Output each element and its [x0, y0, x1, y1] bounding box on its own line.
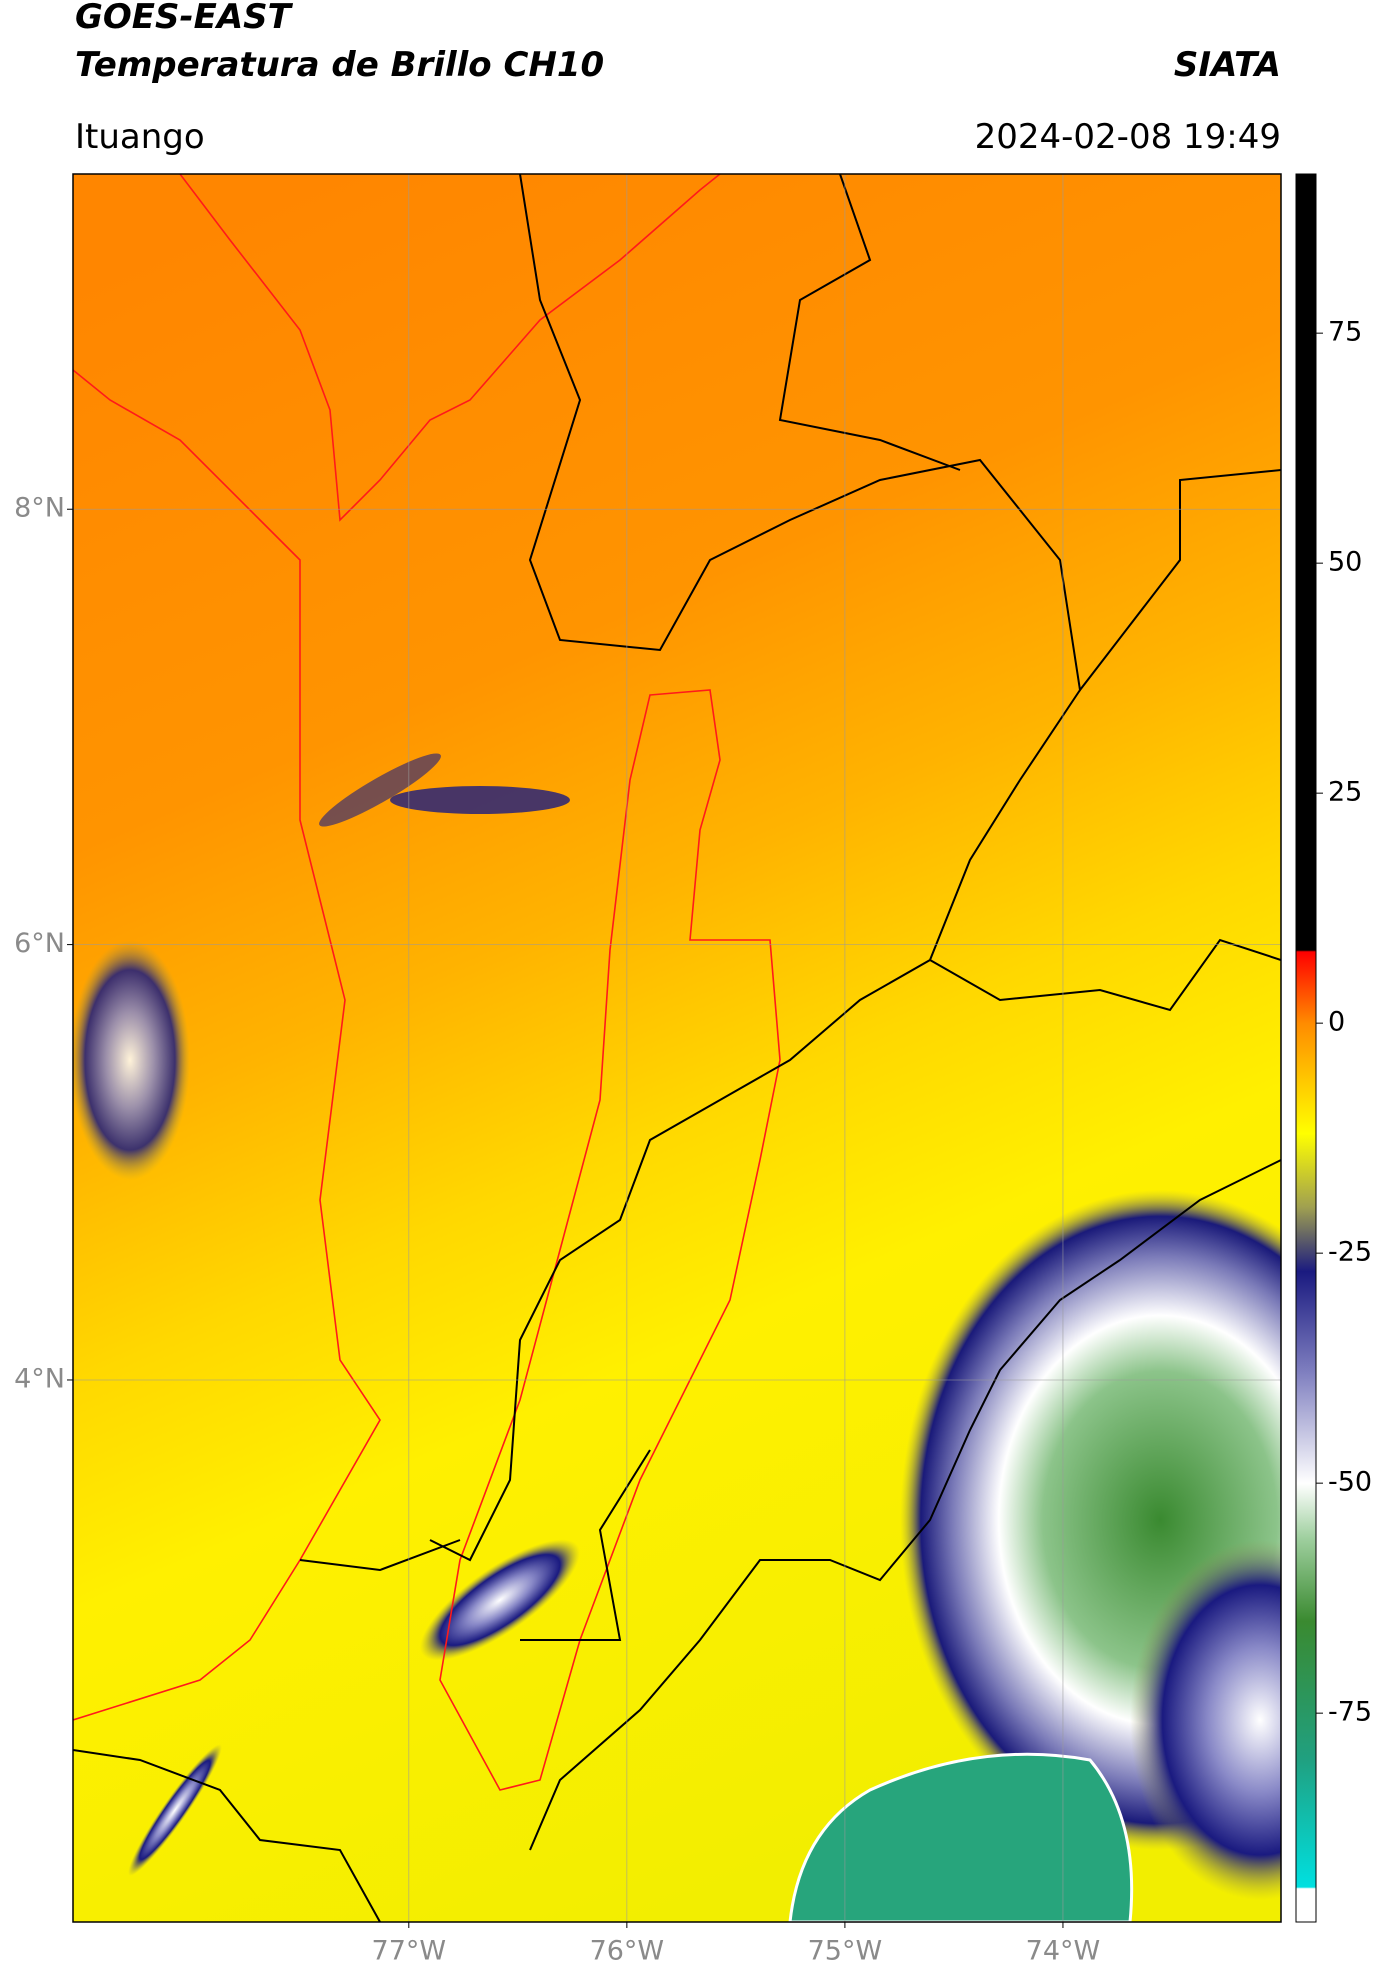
colorbar [1295, 173, 1317, 1923]
colorbar-tick-label: 25 [1328, 777, 1362, 808]
department-border [73, 1539, 461, 1922]
coastline [73, 369, 381, 1721]
source: SIATA [1174, 45, 1281, 85]
location: Ituango [75, 117, 205, 157]
map-frame [72, 173, 1282, 1923]
department-border [778, 174, 961, 471]
colorbar-tick-label: -75 [1328, 1697, 1372, 1728]
cloud-cell [420, 1539, 580, 1661]
cold-top [788, 1752, 1134, 1922]
map [73, 174, 1281, 1922]
title: GOES-EAST [75, 0, 294, 37]
department-border [929, 938, 1281, 1012]
coastline [179, 174, 721, 522]
colorbar-tick-label: 0 [1328, 1007, 1345, 1038]
department-border [529, 1159, 1281, 1851]
lon-tick-label: 74°W [1026, 1936, 1101, 1967]
lon-tick-label: 77°W [372, 1936, 447, 1967]
datetime: 2024-02-08 19:49 [975, 117, 1281, 157]
lat-tick-label: 4°N [14, 1363, 65, 1394]
cloud-cell [128, 1744, 222, 1876]
colorbar-tick-label: 50 [1328, 547, 1362, 578]
cloud-mass [1130, 1540, 1281, 1900]
colorbar-tick-label: -25 [1328, 1237, 1372, 1268]
cloud-cell [73, 940, 190, 1180]
colorbar-tick-label: -50 [1328, 1467, 1372, 1498]
department-border [429, 689, 1081, 1562]
lat-tick-label: 8°N [14, 493, 65, 524]
department-border [520, 1449, 651, 1641]
lon-tick-label: 76°W [590, 1936, 665, 1967]
cloud-cell [390, 786, 570, 814]
lat-tick-label: 6°N [14, 928, 65, 959]
colorbar-tick-label: 75 [1328, 317, 1362, 348]
lon-tick-label: 75°W [808, 1936, 883, 1967]
subtitle: Temperatura de Brillo CH10 [75, 45, 604, 85]
department-border [519, 174, 1281, 693]
cloud-cell [319, 753, 441, 827]
